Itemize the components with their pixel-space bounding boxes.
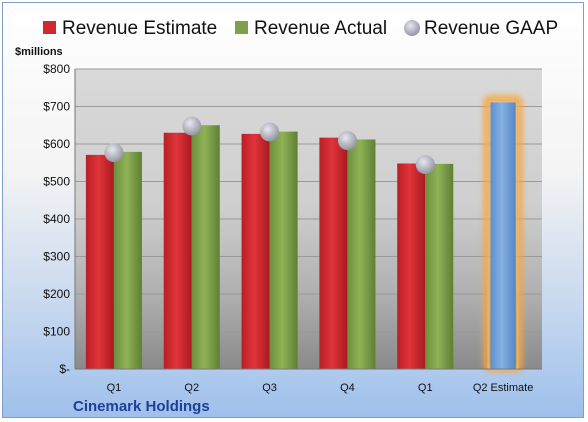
bar-revenue-actual xyxy=(191,125,220,369)
bar-revenue-estimate xyxy=(319,137,348,369)
y-tick-label: $700 xyxy=(43,100,70,114)
marker-revenue-gaap xyxy=(182,116,202,136)
gaap-markers xyxy=(104,116,435,175)
x-tick-label: Q3 xyxy=(262,382,277,394)
marker-revenue-gaap xyxy=(415,155,435,175)
y-tick-label: $200 xyxy=(43,287,70,301)
bar-revenue-estimate xyxy=(163,132,192,369)
bar-revenue-estimate xyxy=(85,154,114,369)
bar-revenue-estimate xyxy=(397,163,426,369)
unit-label: $millions xyxy=(15,46,63,58)
legend: Revenue Estimate Revenue Actual Revenue GA… xyxy=(43,18,558,39)
x-tick-label: Q1 xyxy=(107,382,122,394)
y-tick-label: $800 xyxy=(43,62,70,76)
legend-label: Revenue GAAP xyxy=(424,18,558,39)
y-tick-label: $100 xyxy=(43,325,70,339)
y-tick-label: $300 xyxy=(43,250,70,264)
x-axis: Q1 Q2 Q3 Q4 Q1 Q2 Estimate xyxy=(75,368,542,394)
y-axis: $- $100 $200 $300 $400 $500 $600 $700 $800 xyxy=(43,62,76,376)
y-tick-label: $400 xyxy=(43,212,70,226)
legend-label: Revenue Estimate xyxy=(62,18,217,39)
x-tick-label: Q4 xyxy=(340,382,355,394)
x-tick-label: Q2 xyxy=(184,382,199,394)
y-tick-label: $500 xyxy=(43,175,70,189)
bar-revenue-actual xyxy=(269,131,298,369)
y-tick-label: $600 xyxy=(43,137,70,151)
legend-swatch xyxy=(43,21,56,34)
legend-label: Revenue Actual xyxy=(254,18,387,39)
bar-revenue-actual xyxy=(347,139,376,369)
legend-swatch-gaap xyxy=(404,20,420,36)
chart-frame: $- $100 $200 $300 $400 $500 $600 $700 $800 Q1 Q2 Q… xyxy=(2,2,584,418)
bar-revenue-actual xyxy=(425,163,454,369)
company-name: Cinemark Holdings xyxy=(73,398,210,415)
x-tick-label: Q1 xyxy=(418,382,433,394)
y-tick-label: $- xyxy=(59,362,70,376)
marker-revenue-gaap xyxy=(104,143,124,163)
marker-revenue-gaap xyxy=(337,131,357,151)
revenue-chart: $-$100$200$300$400$500$600$700$800 Q1 Q2 Q… xyxy=(15,18,558,415)
bars xyxy=(85,95,523,372)
marker-revenue-gaap xyxy=(260,122,280,142)
bar-revenue-estimate-next xyxy=(490,102,516,369)
bar-revenue-actual xyxy=(113,151,142,369)
bar-revenue-estimate xyxy=(241,133,270,369)
x-tick-label: Q2 Estimate xyxy=(473,382,534,394)
legend-swatch xyxy=(235,21,248,34)
